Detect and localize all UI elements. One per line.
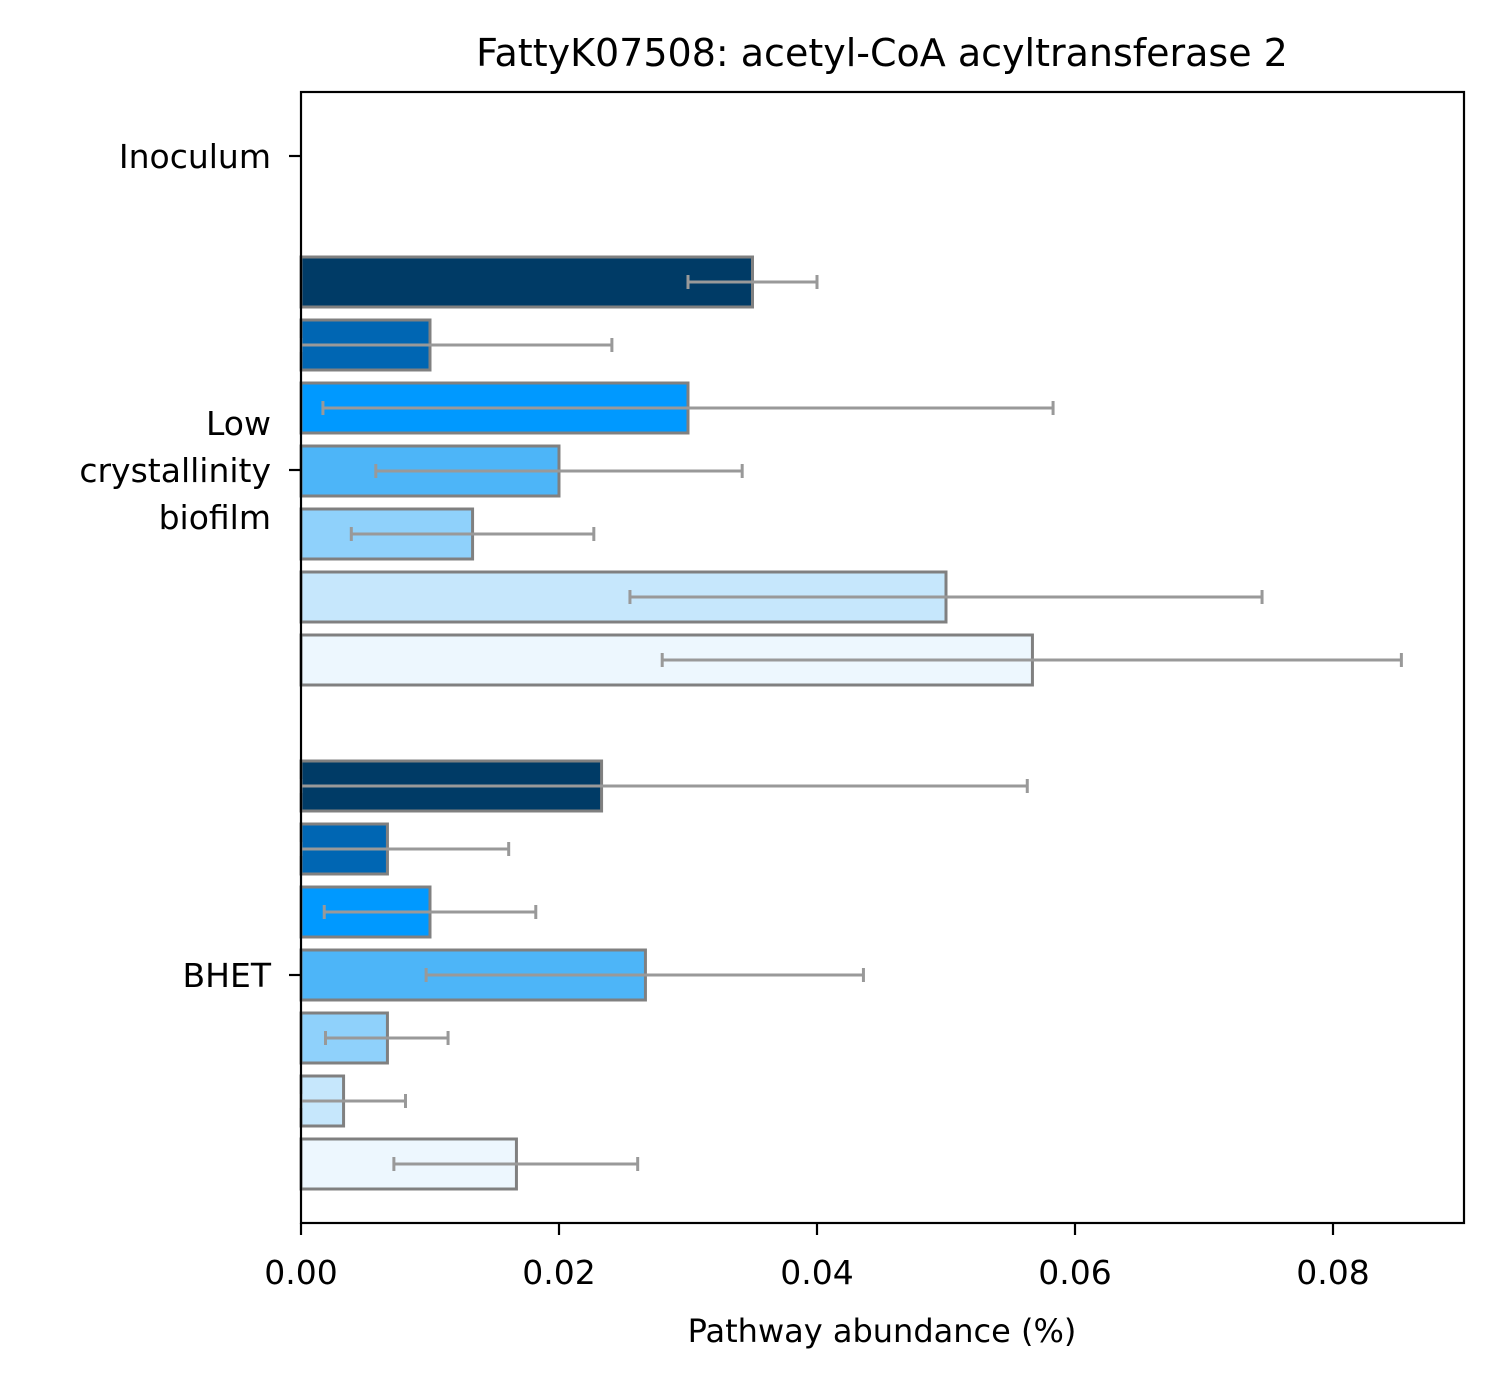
x-tick-label: 0.04 <box>780 1253 853 1292</box>
y-tick-label: Inoculum <box>119 137 271 176</box>
x-tick-label: 0.02 <box>522 1253 595 1292</box>
errorbars-layer <box>299 275 1403 1171</box>
y-tick-label: biofilm <box>159 498 271 537</box>
x-tick-label: 0.00 <box>264 1253 337 1292</box>
plot-area-frame <box>299 90 1466 1225</box>
x-axis-label: Pathway abundance (%) <box>688 1312 1077 1350</box>
y-tick-label: crystallinity <box>79 451 271 490</box>
y-tick-label: Low <box>206 404 271 443</box>
y-tick-label: BHET <box>183 956 272 995</box>
bar <box>299 255 754 309</box>
x-axis-ticks: 0.00 0.02 0.04 0.06 0.08 <box>264 1223 1370 1292</box>
x-tick-label: 0.08 <box>1296 1253 1369 1292</box>
chart-title: FattyK07508: acetyl-CoA acyltransferase … <box>476 31 1288 75</box>
x-tick-label: 0.06 <box>1038 1253 1111 1292</box>
y-axis-ticks: Inoculum Low crystallinity biofilm BHET <box>79 137 301 995</box>
